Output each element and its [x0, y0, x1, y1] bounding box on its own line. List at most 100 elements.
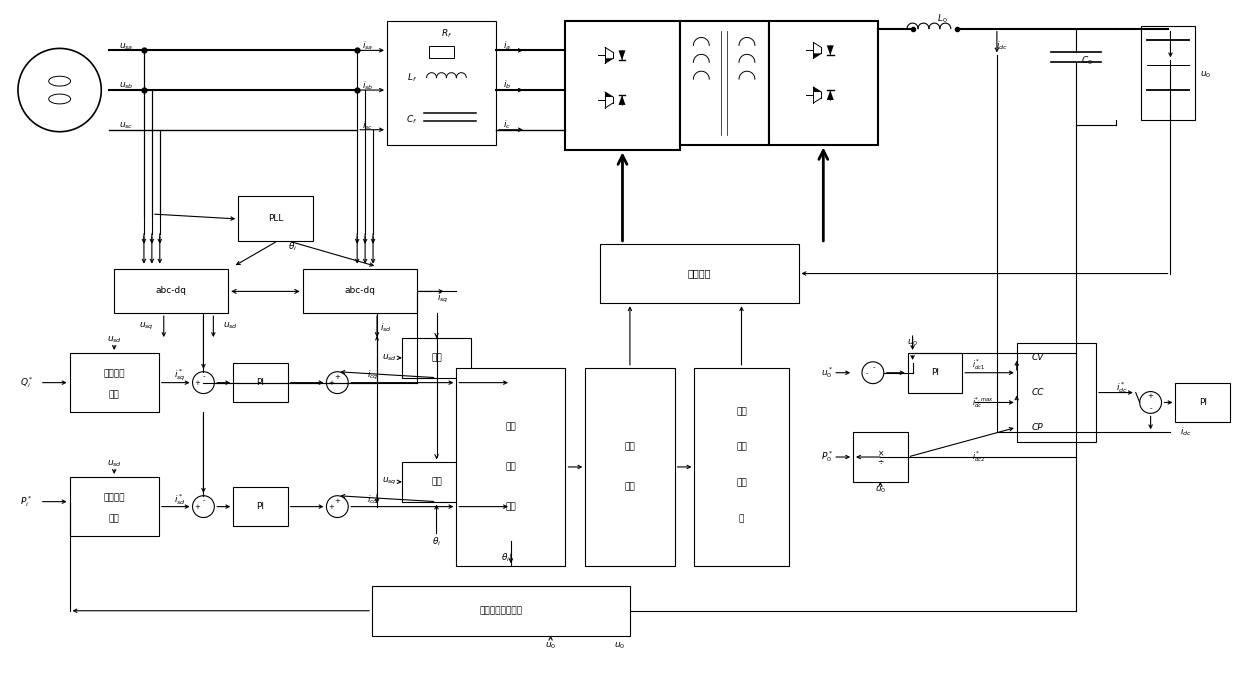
- Text: $u_0^*$: $u_0^*$: [821, 365, 833, 380]
- Text: $u_{sa}$: $u_{sa}$: [119, 41, 134, 52]
- Text: PLL: PLL: [268, 214, 283, 223]
- Text: CC: CC: [1032, 388, 1044, 397]
- Text: 作模: 作模: [737, 443, 746, 452]
- Text: PI: PI: [257, 502, 264, 511]
- Text: $P_0^*$: $P_0^*$: [821, 450, 833, 464]
- Text: $R_f$: $R_f$: [440, 27, 453, 40]
- Bar: [372, 586, 630, 635]
- Text: 算法: 算法: [625, 482, 635, 492]
- Bar: [69, 477, 159, 536]
- Text: $i_{dc}^*$: $i_{dc}^*$: [1116, 380, 1128, 395]
- Text: $u_{sb}$: $u_{sb}$: [119, 81, 134, 92]
- Polygon shape: [619, 50, 625, 60]
- Text: $C_0$: $C_0$: [1081, 54, 1094, 66]
- Bar: [694, 367, 789, 566]
- Text: $i_{sq}$: $i_{sq}$: [436, 292, 448, 305]
- Text: $i_{sc}$: $i_{sc}$: [362, 119, 373, 132]
- Polygon shape: [827, 45, 833, 56]
- Bar: [233, 363, 288, 403]
- Text: $i_{sa}$: $i_{sa}$: [362, 40, 373, 52]
- Text: +: +: [1148, 393, 1153, 399]
- Bar: [69, 353, 159, 412]
- Text: $\theta_i$: $\theta_i$: [432, 535, 441, 548]
- Text: $u_0$: $u_0$: [1200, 70, 1211, 81]
- Text: 协调调制: 协调调制: [688, 268, 711, 279]
- Bar: [1176, 382, 1230, 422]
- Bar: [238, 196, 312, 241]
- Text: $u_{sc}$: $u_{sc}$: [119, 121, 134, 131]
- Text: $i_{cq}$: $i_{cq}$: [367, 369, 379, 382]
- Bar: [680, 20, 769, 144]
- Text: $i_{sq}^*$: $i_{sq}^*$: [174, 368, 186, 384]
- Text: CV: CV: [1032, 353, 1044, 362]
- Text: 构造: 构造: [506, 502, 516, 511]
- Text: 解耦: 解耦: [432, 477, 441, 486]
- Bar: [387, 20, 496, 144]
- Text: $\theta_i$: $\theta_i$: [501, 552, 511, 565]
- Text: +: +: [195, 380, 201, 386]
- Text: $u_{sd}$: $u_{sd}$: [223, 321, 238, 332]
- Text: abc-dq: abc-dq: [156, 286, 187, 296]
- Text: $L_0$: $L_0$: [937, 12, 947, 25]
- Polygon shape: [813, 87, 821, 92]
- Bar: [303, 268, 417, 313]
- Bar: [853, 433, 908, 482]
- Text: +: +: [335, 498, 340, 504]
- Bar: [402, 338, 471, 378]
- Bar: [1017, 343, 1096, 442]
- Text: $\div$: $\div$: [877, 458, 884, 466]
- Text: $u_0$: $u_0$: [544, 640, 557, 651]
- Text: $u_0$: $u_0$: [614, 640, 626, 651]
- Text: $i_b$: $i_b$: [503, 79, 511, 92]
- Bar: [1141, 26, 1195, 120]
- Text: 解耦: 解耦: [432, 353, 441, 362]
- Text: -: -: [872, 363, 874, 370]
- Text: 有功电流: 有功电流: [103, 493, 125, 502]
- Text: -: -: [1149, 405, 1152, 412]
- Text: $i_{cd}$: $i_{cd}$: [367, 494, 379, 506]
- Text: $i_{dc}$: $i_{dc}$: [996, 39, 1008, 52]
- Text: $L_f$: $L_f$: [407, 71, 417, 84]
- Text: $u_0$: $u_0$: [874, 485, 887, 495]
- Text: 计算: 计算: [109, 514, 119, 523]
- Text: $i_{sd}^*$: $i_{sd}^*$: [174, 492, 186, 507]
- Text: 电压: 电压: [506, 462, 516, 471]
- Polygon shape: [605, 58, 613, 63]
- Text: 调制: 调制: [625, 443, 635, 452]
- Text: $i_{dc1}^*$: $i_{dc1}^*$: [972, 357, 986, 372]
- Text: +: +: [335, 374, 340, 380]
- Text: $u_{sq}$: $u_{sq}$: [139, 321, 154, 332]
- Text: $Q_i^*$: $Q_i^*$: [20, 375, 33, 390]
- Text: $i_c$: $i_c$: [503, 119, 511, 131]
- Text: $i_{dc2}^*$: $i_{dc2}^*$: [972, 450, 986, 464]
- Text: PI: PI: [1199, 398, 1207, 407]
- Bar: [565, 20, 680, 150]
- Bar: [456, 367, 565, 566]
- Text: 计算: 计算: [109, 390, 119, 399]
- Text: $u_{sd}$: $u_{sd}$: [382, 353, 397, 363]
- Text: 有功功率参考计算: 有功功率参考计算: [480, 606, 522, 615]
- Text: $\times$: $\times$: [877, 450, 884, 459]
- Text: +: +: [195, 504, 201, 510]
- Text: PI: PI: [257, 378, 264, 387]
- Polygon shape: [813, 54, 821, 58]
- Text: 断: 断: [739, 514, 744, 523]
- Bar: [114, 268, 228, 313]
- Text: abc-dq: abc-dq: [345, 286, 376, 296]
- Text: $u_0$: $u_0$: [906, 338, 919, 348]
- Text: PI: PI: [931, 368, 939, 377]
- Bar: [429, 46, 454, 58]
- Bar: [233, 487, 288, 526]
- Text: -: -: [866, 370, 868, 376]
- Text: -: -: [202, 498, 205, 504]
- Text: CP: CP: [1032, 423, 1043, 432]
- Text: $C_f$: $C_f$: [405, 113, 418, 126]
- Text: $\theta_i$: $\theta_i$: [288, 241, 298, 253]
- Text: $u_{sd}$: $u_{sd}$: [107, 459, 122, 469]
- Text: $i_{sd}$: $i_{sd}$: [379, 322, 392, 334]
- Text: $u_{sd}$: $u_{sd}$: [107, 335, 122, 345]
- Text: +: +: [329, 380, 335, 386]
- Text: -: -: [202, 374, 205, 380]
- Text: +: +: [329, 504, 335, 510]
- Text: 参考: 参考: [506, 423, 516, 432]
